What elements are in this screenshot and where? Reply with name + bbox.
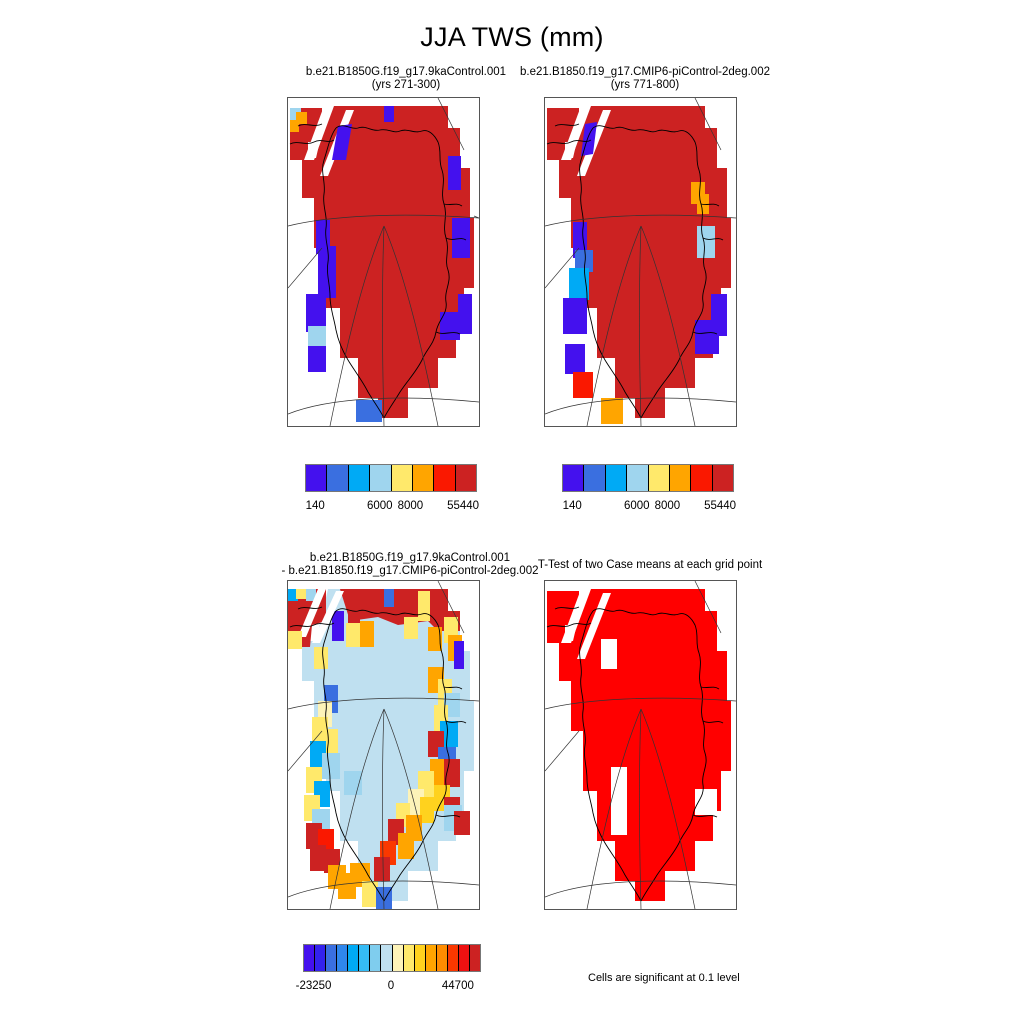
map-panel-case-2[interactable] [544,97,737,427]
graticule-case-1 [288,98,479,426]
colorbar-segment [348,465,371,491]
page-title: JJA TWS (mm) [420,22,604,52]
caption-line-1: b.e21.B1850G.f19_g17.9kaControl.001 [309,552,511,564]
colorbar-segment [359,945,371,971]
coastline-case-1 [289,123,467,419]
grid-cells-difference [288,589,474,909]
caption-line-1: b.e21.B1850G.f19_g17.9kaControl.001 [305,66,507,78]
colorbar-tick-label: 55440 [704,500,737,512]
significance-note: Cells are significant at 0.1 level [588,972,740,984]
map-svg-case-2 [545,98,736,426]
map-svg-case-1 [288,98,479,426]
colorbar-tick-label: 55440 [447,500,480,512]
panel-caption-bottom-left: b.e21.B1850G.f19_g17.9kaControl.001 - b.… [200,552,620,578]
grid-cells-case-1 [290,106,474,422]
caption-line-1: b.e21.B1850.f19_g17.CMIP6-piControl-2deg… [520,66,770,78]
colorbar-segment [306,465,328,491]
colorbar-tick-label: 140 [305,500,325,512]
colorbar-segment [304,945,316,971]
colorbar-segment [691,465,713,491]
colorbar-difference: -23250 0 44700 [296,944,481,998]
colorbar-tick-label: 6000 [367,500,393,512]
colorbar-segment [391,465,413,491]
colorbar-segment [337,945,349,971]
colorbar-tick-labels: 140 6000 8000 55440 [562,500,736,518]
colorbar-case-2: 140 6000 8000 55440 [562,464,736,518]
colorbar-segment [315,945,327,971]
colorbar-segment [403,945,415,971]
significance-cells [547,589,731,901]
colorbar-strip[interactable] [303,944,481,972]
colorbar-tick-label: 8000 [397,500,424,512]
colorbar-segment [370,945,382,971]
colorbar-segment [455,465,476,491]
colorbar-tick-label: 6000 [624,500,650,512]
grid-cells-case-2 [547,106,731,424]
colorbar-segment [605,465,628,491]
graticule-t-test [545,581,736,909]
map-svg-t-test [545,581,736,909]
colorbar-segment [370,465,392,491]
panel-caption-top-left: b.e21.B1850G.f19_g17.9kaControl.001 (yrs… [256,66,556,92]
colorbar-segment [447,945,459,971]
colorbar-tick-labels: 140 6000 8000 55440 [305,500,479,518]
colorbar-segment [627,465,649,491]
colorbar-segment [425,945,437,971]
colorbar-segment [712,465,733,491]
colorbar-tick-label: -23250 [295,980,332,992]
colorbar-tick-label: 0 [387,980,395,992]
caption-line-2: (yrs 771-800) [610,79,680,91]
graticule-case-2 [545,98,736,426]
panel-caption-bottom-right: T-Test of two Case means at each grid po… [500,559,800,572]
colorbar-segment [563,465,585,491]
colorbar-segment [327,465,349,491]
colorbar-segment [458,945,470,971]
colorbar-segment [381,945,393,971]
panel-caption-top-right: b.e21.B1850.f19_g17.CMIP6-piControl-2deg… [480,66,810,92]
colorbar-segment [584,465,606,491]
colorbar-tick-label: 44700 [441,980,474,992]
colorbar-tick-labels: -23250 0 44700 [296,980,479,998]
colorbar-tick-label: 8000 [654,500,681,512]
map-panel-t-test[interactable] [544,580,737,910]
colorbar-tick-label: 140 [562,500,582,512]
colorbar-segment [436,945,448,971]
colorbar-segment [434,465,456,491]
map-svg-difference [288,581,479,909]
colorbar-segment [669,465,692,491]
colorbar-segment [414,945,426,971]
caption-line-2: (yrs 271-300) [371,79,441,91]
colorbar-segment [326,945,338,971]
colorbar-case-1: 140 6000 8000 55440 [305,464,479,518]
colorbar-segment [348,945,360,971]
coastline-t-test [546,606,724,902]
caption-line-1: T-Test of two Case means at each grid po… [537,559,763,571]
colorbar-segment [412,465,435,491]
colorbar-segment [392,945,404,971]
caption-line-2: - b.e21.B1850.f19_g17.CMIP6-piControl-2d… [281,565,539,577]
graticule-difference [288,581,479,909]
colorbar-strip[interactable] [562,464,734,492]
colorbar-segment [648,465,670,491]
colorbar-segment [469,945,480,971]
colorbar-strip[interactable] [305,464,477,492]
map-panel-case-1[interactable] [287,97,480,427]
coastline-difference [289,606,467,902]
map-panel-difference[interactable] [287,580,480,910]
coastline-case-2 [546,123,724,419]
